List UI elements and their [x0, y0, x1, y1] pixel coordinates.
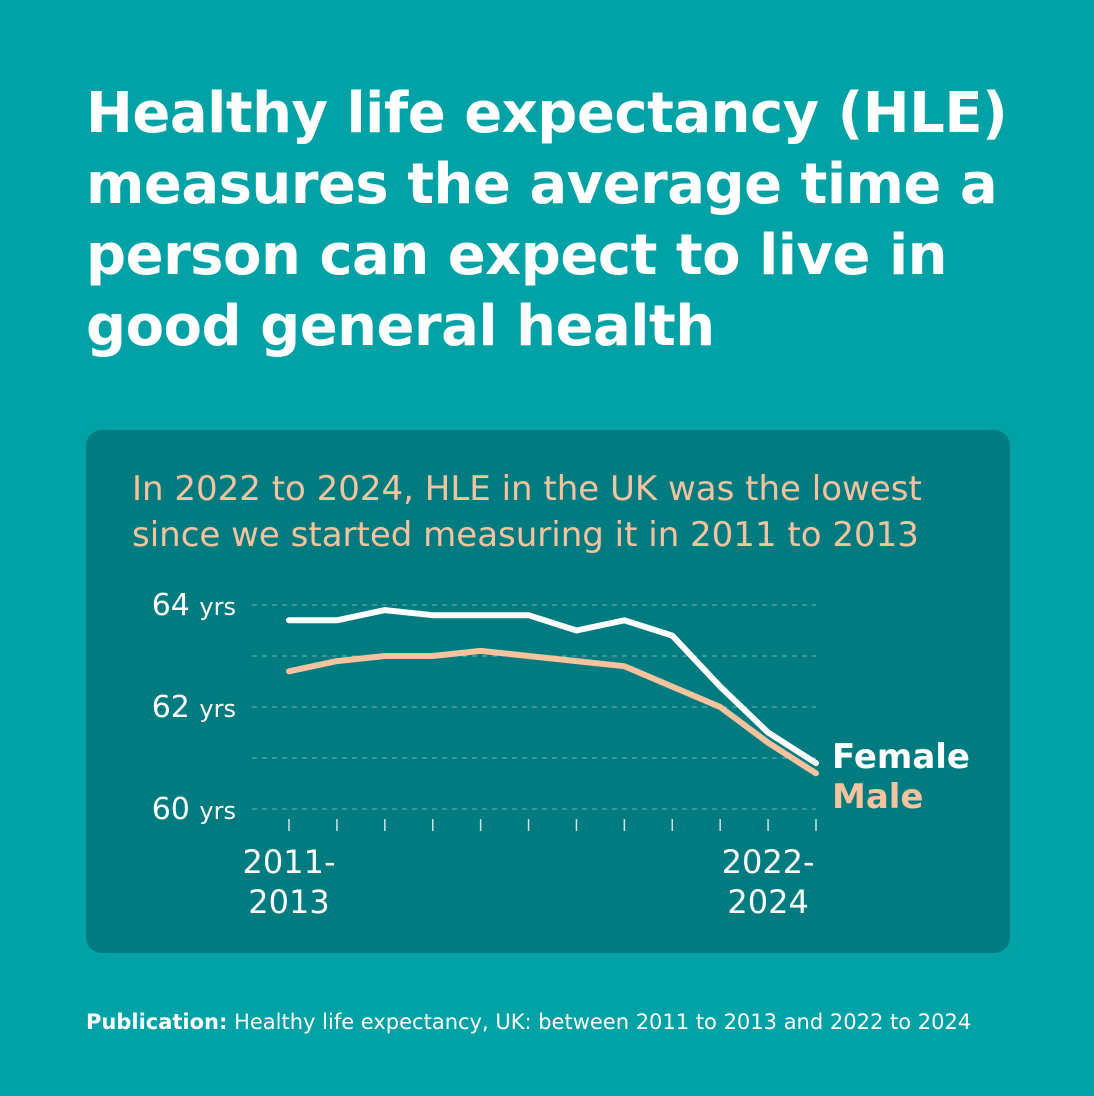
chart-card: In 2022 to 2024, HLE in the UK was the l…: [86, 430, 1010, 953]
x-tick-label: 2022-: [722, 843, 815, 881]
y-tick-label: 60 yrs: [152, 792, 236, 827]
chart-subtitle: In 2022 to 2024, HLE in the UK was the l…: [132, 469, 922, 555]
x-tick-label: 2011-: [243, 843, 336, 881]
publication-label: Publication:: [86, 1010, 228, 1034]
x-tick-label: 2013: [248, 883, 329, 921]
series-line-male: [286, 647, 819, 777]
publication-footer: Publication: Healthy life expectancy, UK…: [86, 1010, 971, 1034]
x-tick-label: 2024: [727, 883, 808, 921]
headline: Healthy life expectancy (HLE) measures t…: [86, 81, 1008, 359]
publication-text: Healthy life expectancy, UK: between 201…: [234, 1010, 972, 1034]
y-tick-label: 64 yrs: [152, 588, 236, 623]
series-label-male: Male: [832, 777, 924, 817]
series-line-female: [286, 607, 819, 767]
series-label-female: Female: [832, 737, 970, 777]
y-tick-label: 62 yrs: [152, 690, 236, 725]
